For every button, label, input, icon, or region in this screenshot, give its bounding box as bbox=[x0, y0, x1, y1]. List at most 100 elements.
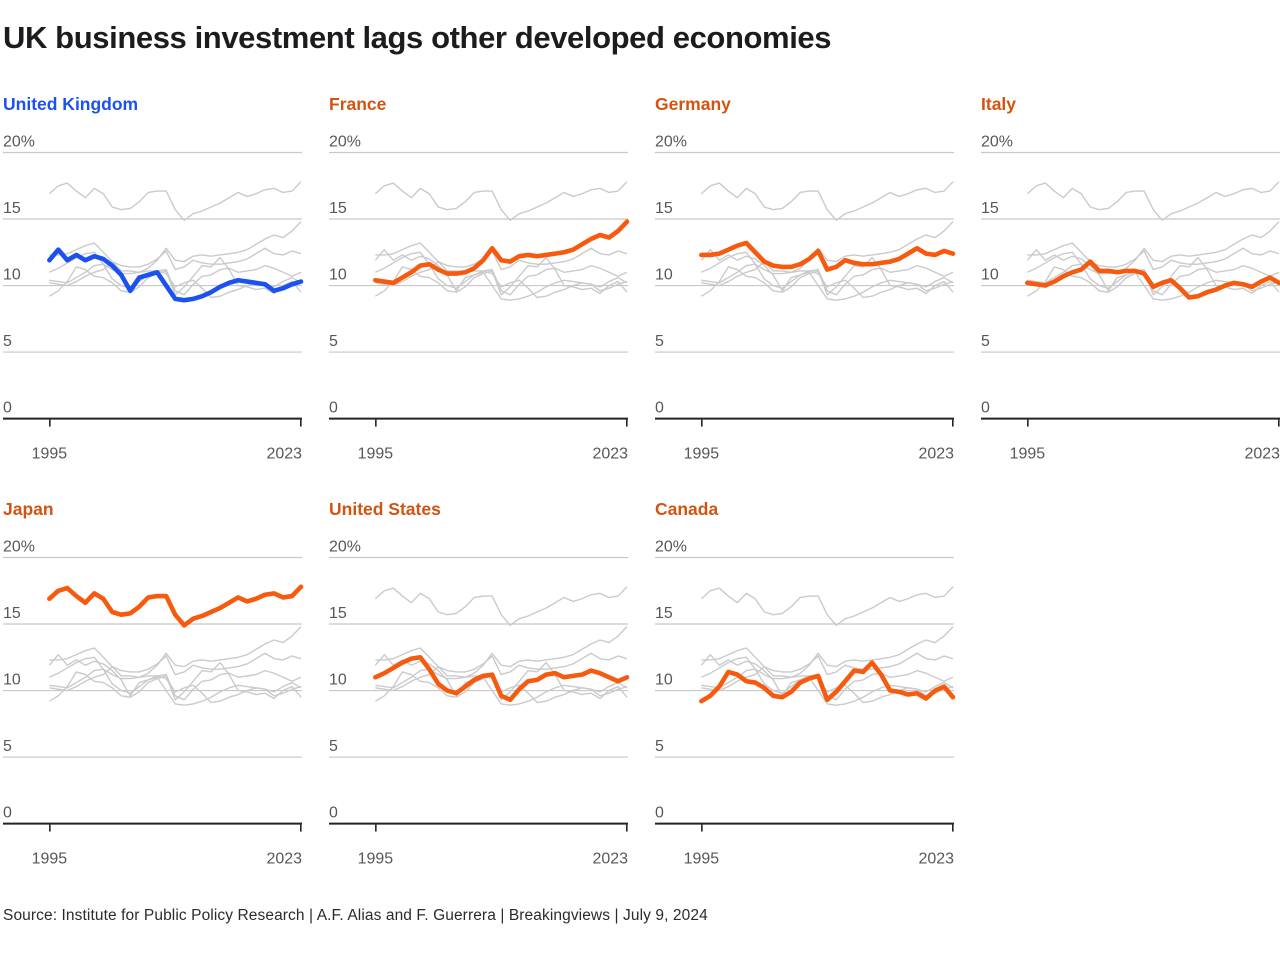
source-line: Source: Institute for Public Policy Rese… bbox=[3, 907, 708, 924]
context-line-united-states bbox=[49, 656, 302, 701]
context-line-japan bbox=[374, 181, 628, 222]
y-tick-label-20: 20% bbox=[3, 134, 35, 151]
y-tick-label-15: 15 bbox=[3, 200, 21, 217]
x-tick-label-1995: 1995 bbox=[1010, 445, 1046, 462]
highlight-line-germany bbox=[699, 240, 956, 272]
y-tick-label-10: 10 bbox=[3, 267, 21, 284]
y-tick-label-20: 20% bbox=[655, 134, 687, 151]
x-tick-label-1995: 1995 bbox=[358, 445, 394, 462]
highlight-line-japan bbox=[47, 584, 304, 628]
y-tick-label-0: 0 bbox=[981, 400, 990, 417]
line-chart-united-states: 20% 15 10 5 0 1995 2023 bbox=[329, 539, 630, 867]
panel-france: France 20% 15 10 5 0 1995 2023 bbox=[329, 93, 630, 467]
highlight-line-france bbox=[373, 219, 630, 286]
context-line-france bbox=[701, 221, 954, 284]
x-tick-label-1995: 1995 bbox=[358, 850, 394, 867]
x-tick-label-2023: 2023 bbox=[919, 850, 955, 867]
context-line-canada bbox=[374, 256, 628, 297]
context-line-germany bbox=[49, 647, 302, 676]
x-tick-label-2023: 2023 bbox=[267, 445, 303, 462]
y-tick-label-15: 15 bbox=[329, 200, 347, 217]
y-tick-label-15: 15 bbox=[3, 605, 21, 622]
context-line-france bbox=[701, 626, 954, 689]
panel-title-japan: Japan bbox=[3, 499, 54, 519]
y-tick-label-10: 10 bbox=[655, 672, 673, 689]
context-line-united-states bbox=[375, 251, 628, 296]
context-line-canada bbox=[374, 661, 628, 702]
context-line-japan bbox=[1026, 181, 1280, 222]
x-tick-label-2023: 2023 bbox=[593, 850, 629, 867]
y-tick-label-5: 5 bbox=[329, 738, 338, 755]
y-tick-label-20: 20% bbox=[329, 134, 361, 151]
context-line-germany bbox=[1027, 242, 1280, 271]
y-tick-label-20: 20% bbox=[329, 539, 361, 556]
context-line-canada bbox=[48, 661, 302, 702]
x-tick-label-1995: 1995 bbox=[684, 445, 720, 462]
highlight-line-united-states bbox=[373, 654, 630, 703]
y-tick-label-10: 10 bbox=[655, 267, 673, 284]
line-chart-italy: 20% 15 10 5 0 1995 2023 bbox=[981, 134, 1280, 462]
panel-title-united-kingdom: United Kingdom bbox=[3, 94, 139, 114]
x-tick-label-2023: 2023 bbox=[919, 445, 955, 462]
y-tick-label-20: 20% bbox=[3, 539, 35, 556]
y-tick-label-20: 20% bbox=[655, 539, 687, 556]
y-tick-label-5: 5 bbox=[329, 333, 338, 350]
y-tick-label-10: 10 bbox=[329, 672, 347, 689]
y-tick-label-0: 0 bbox=[655, 400, 664, 417]
page-title: UK business investment lags other develo… bbox=[3, 20, 832, 55]
context-line-canada bbox=[700, 256, 954, 297]
line-chart-germany: 20% 15 10 5 0 1995 2023 bbox=[655, 134, 956, 462]
context-line-united-states bbox=[1027, 251, 1280, 296]
y-tick-label-15: 15 bbox=[981, 200, 999, 217]
panel-title-canada: Canada bbox=[655, 499, 719, 519]
context-line-germany bbox=[375, 242, 628, 271]
x-tick-label-1995: 1995 bbox=[684, 850, 720, 867]
y-tick-label-5: 5 bbox=[3, 738, 12, 755]
panel-united-kingdom: United Kingdom 20% 15 10 5 0 1995 2023 bbox=[3, 93, 304, 467]
context-line-france bbox=[49, 221, 302, 284]
y-tick-label-0: 0 bbox=[3, 805, 12, 822]
context-line-germany bbox=[375, 647, 628, 676]
panel-japan: Japan 20% 15 10 5 0 1995 2023 bbox=[3, 498, 304, 872]
panel-title-italy: Italy bbox=[981, 94, 1017, 114]
line-chart-france: 20% 15 10 5 0 1995 2023 bbox=[329, 134, 630, 462]
panel-united-states: United States 20% 15 10 5 0 1995 2023 bbox=[329, 498, 630, 872]
context-line-france bbox=[49, 626, 302, 689]
line-chart-japan: 20% 15 10 5 0 1995 2023 bbox=[3, 539, 304, 867]
y-tick-label-0: 0 bbox=[329, 400, 338, 417]
y-tick-label-0: 0 bbox=[655, 805, 664, 822]
x-tick-label-2023: 2023 bbox=[593, 445, 629, 462]
highlight-line-canada bbox=[699, 660, 956, 704]
line-chart-united-kingdom: 20% 15 10 5 0 1995 2023 bbox=[3, 134, 304, 462]
context-line-japan bbox=[374, 586, 628, 627]
y-tick-label-15: 15 bbox=[655, 200, 673, 217]
y-tick-label-20: 20% bbox=[981, 134, 1013, 151]
context-line-japan bbox=[48, 181, 302, 222]
y-tick-label-5: 5 bbox=[655, 738, 664, 755]
y-tick-label-10: 10 bbox=[3, 672, 21, 689]
line-chart-canada: 20% 15 10 5 0 1995 2023 bbox=[655, 539, 956, 867]
y-tick-label-10: 10 bbox=[981, 267, 999, 284]
highlight-line-united-kingdom bbox=[47, 247, 304, 303]
context-line-japan bbox=[700, 586, 954, 627]
panel-italy: Italy 20% 15 10 5 0 1995 2023 bbox=[981, 93, 1280, 467]
y-tick-label-15: 15 bbox=[655, 605, 673, 622]
panel-title-germany: Germany bbox=[655, 94, 731, 114]
y-tick-label-5: 5 bbox=[655, 333, 664, 350]
context-line-germany bbox=[49, 242, 302, 271]
panel-title-united-states: United States bbox=[329, 499, 441, 519]
y-tick-label-5: 5 bbox=[981, 333, 990, 350]
x-tick-label-2023: 2023 bbox=[267, 850, 303, 867]
context-line-japan bbox=[700, 181, 954, 222]
x-tick-label-2023: 2023 bbox=[1245, 445, 1280, 462]
highlight-line-italy bbox=[1025, 259, 1280, 300]
context-line-united-states bbox=[701, 251, 954, 296]
y-tick-label-0: 0 bbox=[329, 805, 338, 822]
small-multiples-grid: United Kingdom 20% 15 10 5 0 1995 2023 France … bbox=[3, 93, 1280, 872]
panel-title-france: France bbox=[329, 94, 387, 114]
panel-germany: Germany 20% 15 10 5 0 1995 2023 bbox=[655, 93, 956, 467]
context-line-france bbox=[375, 626, 628, 689]
context-line-united-states bbox=[49, 251, 302, 296]
y-tick-label-5: 5 bbox=[3, 333, 12, 350]
y-tick-label-10: 10 bbox=[329, 267, 347, 284]
